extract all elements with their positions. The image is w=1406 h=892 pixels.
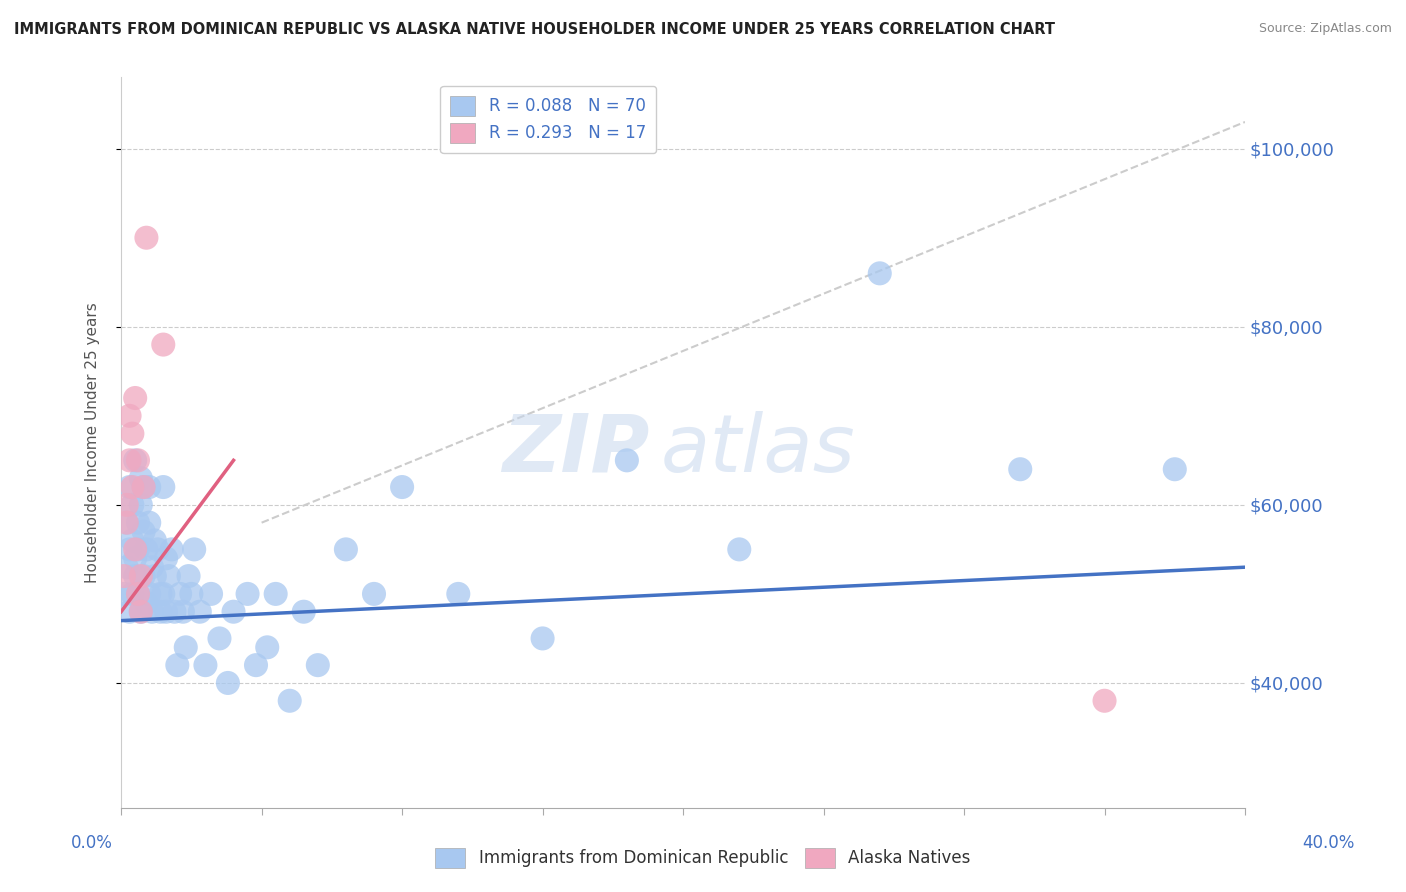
Point <box>146 542 169 557</box>
Point <box>152 480 174 494</box>
Point <box>112 587 135 601</box>
Legend: Immigrants from Dominican Republic, Alaska Natives: Immigrants from Dominican Republic, Alas… <box>429 841 977 875</box>
Point <box>115 560 138 574</box>
Point <box>118 480 141 494</box>
Text: atlas: atlas <box>661 411 855 489</box>
Point <box>135 231 157 245</box>
Point <box>155 605 177 619</box>
Point <box>135 542 157 557</box>
Point <box>118 605 141 619</box>
Point <box>127 453 149 467</box>
Point <box>127 587 149 601</box>
Point <box>160 542 183 557</box>
Point <box>132 480 155 494</box>
Point <box>115 516 138 530</box>
Point <box>132 524 155 539</box>
Point <box>129 498 152 512</box>
Point <box>127 516 149 530</box>
Point <box>124 542 146 557</box>
Point <box>149 605 172 619</box>
Point <box>1010 462 1032 476</box>
Text: 0.0%: 0.0% <box>70 834 112 852</box>
Point <box>335 542 357 557</box>
Point <box>143 533 166 548</box>
Point <box>278 694 301 708</box>
Point <box>112 569 135 583</box>
Point <box>129 471 152 485</box>
Point <box>127 542 149 557</box>
Point <box>152 337 174 351</box>
Point <box>124 551 146 566</box>
Point <box>531 632 554 646</box>
Point <box>236 587 259 601</box>
Point <box>132 569 155 583</box>
Point <box>121 587 143 601</box>
Point <box>152 587 174 601</box>
Point <box>118 453 141 467</box>
Point <box>121 480 143 494</box>
Point <box>115 516 138 530</box>
Point <box>118 409 141 423</box>
Point <box>194 658 217 673</box>
Y-axis label: Householder Income Under 25 years: Householder Income Under 25 years <box>86 302 100 582</box>
Point <box>177 569 200 583</box>
Point <box>138 480 160 494</box>
Point <box>138 516 160 530</box>
Point <box>222 605 245 619</box>
Point <box>121 426 143 441</box>
Point <box>132 480 155 494</box>
Point <box>155 551 177 566</box>
Legend: R = 0.088   N = 70, R = 0.293   N = 17: R = 0.088 N = 70, R = 0.293 N = 17 <box>440 86 657 153</box>
Point <box>363 587 385 601</box>
Point <box>616 453 638 467</box>
Point <box>180 587 202 601</box>
Point <box>172 605 194 619</box>
Point <box>163 605 186 619</box>
Point <box>183 542 205 557</box>
Point <box>115 498 138 512</box>
Point <box>118 542 141 557</box>
Point <box>149 587 172 601</box>
Point <box>141 560 163 574</box>
Text: IMMIGRANTS FROM DOMINICAN REPUBLIC VS ALASKA NATIVE HOUSEHOLDER INCOME UNDER 25 : IMMIGRANTS FROM DOMINICAN REPUBLIC VS AL… <box>14 22 1054 37</box>
Text: Source: ZipAtlas.com: Source: ZipAtlas.com <box>1258 22 1392 36</box>
Point <box>124 391 146 405</box>
Point <box>124 569 146 583</box>
Point <box>292 605 315 619</box>
Point <box>307 658 329 673</box>
Point <box>129 569 152 583</box>
Point <box>121 533 143 548</box>
Point <box>121 498 143 512</box>
Point <box>138 587 160 601</box>
Point <box>264 587 287 601</box>
Point <box>135 596 157 610</box>
Point <box>869 266 891 280</box>
Point <box>188 605 211 619</box>
Point <box>217 676 239 690</box>
Point <box>157 569 180 583</box>
Point <box>124 453 146 467</box>
Point <box>174 640 197 655</box>
Point <box>256 640 278 655</box>
Point <box>141 605 163 619</box>
Point <box>391 480 413 494</box>
Point <box>728 542 751 557</box>
Point <box>1164 462 1187 476</box>
Point <box>245 658 267 673</box>
Point <box>129 605 152 619</box>
Point <box>166 658 188 673</box>
Text: 40.0%: 40.0% <box>1302 834 1355 852</box>
Point <box>127 587 149 601</box>
Point <box>447 587 470 601</box>
Point <box>200 587 222 601</box>
Text: ZIP: ZIP <box>502 411 650 489</box>
Point <box>143 569 166 583</box>
Point <box>208 632 231 646</box>
Point <box>169 587 191 601</box>
Point <box>1094 694 1116 708</box>
Point <box>129 605 152 619</box>
